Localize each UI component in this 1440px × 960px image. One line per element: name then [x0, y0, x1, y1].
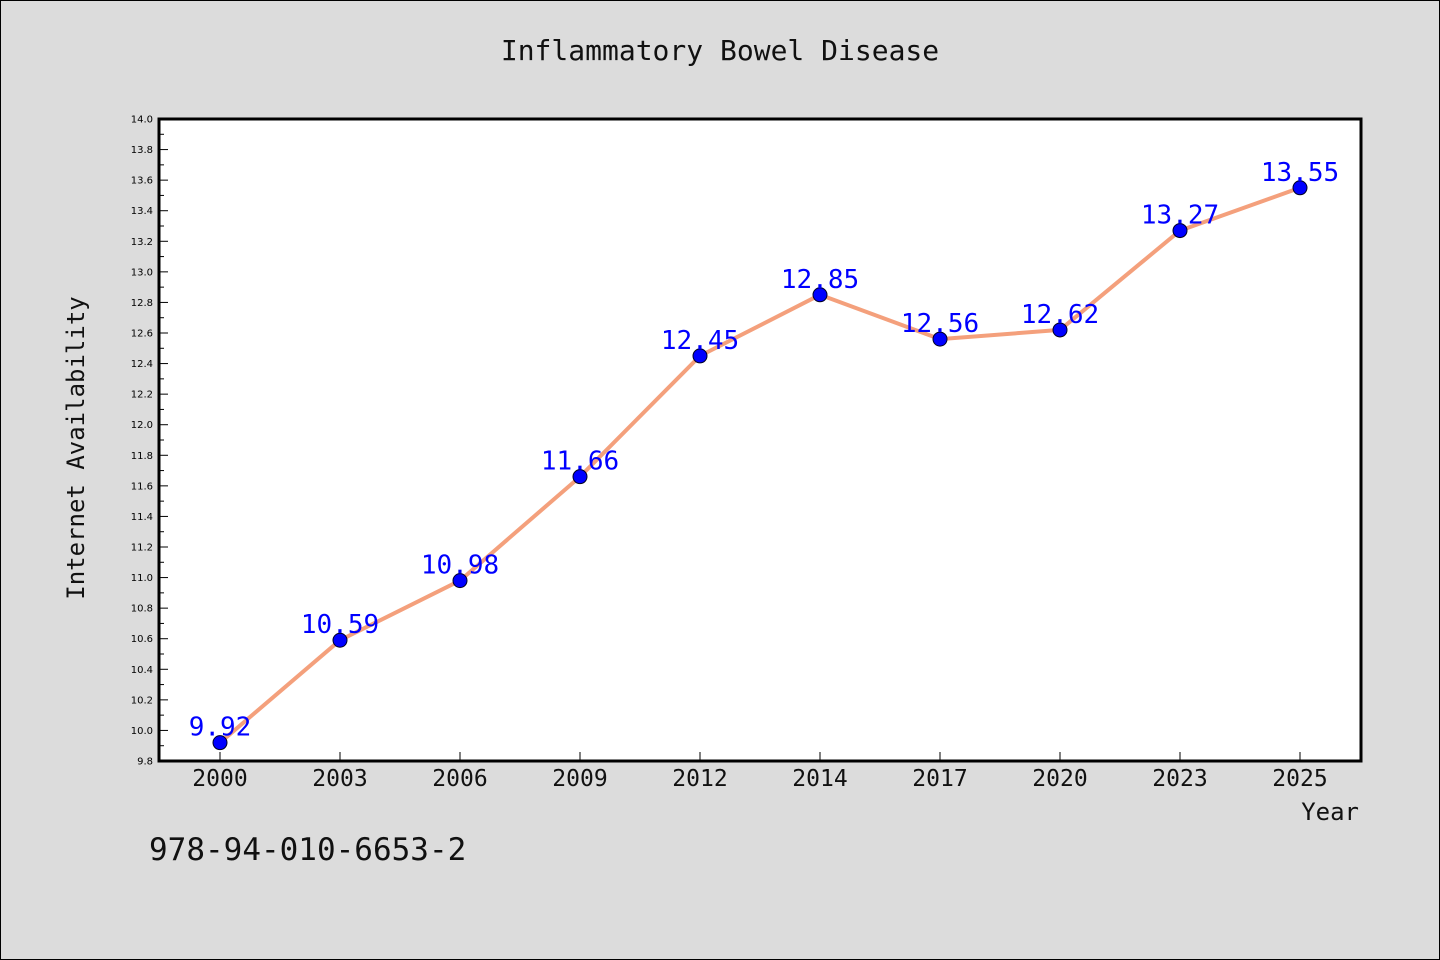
data-label: 12.62	[1021, 300, 1099, 330]
data-label: 12.45	[661, 326, 739, 356]
data-label: 10.98	[421, 551, 499, 581]
x-tick-label: 2025	[1272, 766, 1327, 792]
data-point	[452, 573, 468, 589]
data-label: 13.27	[1141, 201, 1219, 231]
x-axis: 2000 2003 2006 2009 2012 2014 2017 2020 2023 2025	[192, 752, 1328, 792]
y-tick-label: 13.4	[131, 206, 153, 217]
y-tick-label: 10.2	[131, 695, 153, 706]
y-tick-label: 10.0	[131, 726, 153, 737]
y-axis-label: Internet Availability	[62, 296, 90, 599]
x-tick-label: 2020	[1032, 766, 1087, 792]
y-tick-label: 12.8	[131, 298, 153, 309]
data-point	[332, 632, 348, 648]
y-tick-label: 13.6	[131, 176, 153, 187]
y-tick-label: 10.8	[131, 604, 153, 615]
x-tick-label: 2023	[1152, 766, 1207, 792]
x-tick-label: 2009	[552, 766, 607, 792]
series-line	[218, 185, 1301, 745]
y-tick-label: 11.8	[131, 451, 153, 462]
series-markers	[212, 180, 1308, 751]
plot-area	[157, 117, 1363, 763]
y-tick-label: 11.4	[131, 512, 153, 523]
y-tick-label: 12.0	[131, 420, 153, 431]
data-point	[212, 735, 228, 751]
data-label: 11.66	[541, 447, 619, 477]
y-tick-label: 10.6	[131, 634, 153, 645]
data-point	[812, 287, 828, 303]
y-tick-label: 13.2	[131, 237, 153, 248]
data-labels: 9.92 10.59 10.98 11.66 12.45 12.85 12.56 12.62 1…	[189, 158, 1339, 743]
x-tick-label: 2003	[312, 766, 367, 792]
y-tick-label: 13.0	[131, 267, 153, 278]
data-point	[1052, 322, 1068, 338]
data-point	[1172, 223, 1188, 239]
data-point	[932, 331, 948, 347]
isbn-text: 978-94-010-6653-2	[149, 832, 467, 868]
y-tick-label: 11.0	[131, 573, 153, 584]
x-tick-label: 2012	[672, 766, 727, 792]
x-tick-label: 2000	[192, 766, 247, 792]
data-point	[572, 469, 588, 485]
x-tick-label: 2006	[432, 766, 487, 792]
y-tick-label: 13.8	[131, 145, 153, 156]
y-tick-label: 14.0	[131, 115, 153, 126]
data-label: 9.92	[189, 713, 252, 743]
data-point	[1292, 180, 1308, 196]
y-tick-label: 10.4	[131, 665, 153, 676]
data-label: 13.55	[1261, 158, 1339, 188]
chart-title: Inflammatory Bowel Disease	[500, 34, 940, 67]
x-tick-label: 2014	[792, 766, 847, 792]
data-label: 10.59	[301, 610, 379, 640]
y-tick-label: 11.2	[131, 543, 153, 554]
y-tick-label: 12.6	[131, 329, 153, 340]
y-tick-label: 12.4	[131, 359, 153, 370]
y-tick-label: 9.8	[137, 757, 153, 768]
data-point	[692, 348, 708, 364]
y-axis: 9.8 10.0 10.2 10.4 10.6 10.8 11.0 11.2 11.4 11.6 1…	[131, 115, 168, 768]
x-axis-label: Year	[1301, 798, 1359, 826]
y-tick-label: 12.2	[131, 390, 153, 401]
y-tick-label: 11.6	[131, 481, 153, 492]
data-label: 12.85	[781, 265, 859, 295]
x-tick-label: 2017	[912, 766, 967, 792]
data-label: 12.56	[901, 309, 979, 339]
